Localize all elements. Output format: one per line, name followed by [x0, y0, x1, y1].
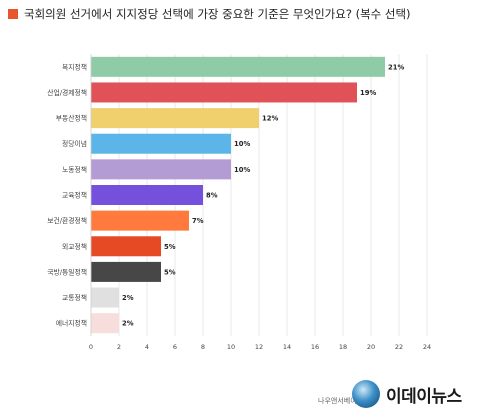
category-label: 노동정책 — [62, 165, 87, 174]
value-label: 2% — [122, 294, 134, 302]
brand-logo-text: 이데이뉴스 — [386, 387, 462, 407]
x-tick-label: 16 — [311, 343, 319, 351]
globe-logo-icon — [352, 380, 380, 408]
category-label: 외교정책 — [62, 242, 87, 251]
category-label: 보건/환경정책 — [47, 216, 87, 225]
value-label: 7% — [192, 217, 204, 225]
category-label: 에너지정책 — [56, 319, 87, 328]
bar — [91, 108, 259, 129]
category-label: 교통정책 — [62, 293, 87, 302]
x-tick-label: 4 — [145, 343, 149, 351]
category-label: 부동산정책 — [56, 114, 87, 123]
x-tick-label: 2 — [117, 343, 121, 351]
category-label: 산업/경제정책 — [47, 88, 87, 97]
bar — [91, 261, 161, 282]
value-label: 5% — [164, 243, 176, 251]
value-label: 19% — [360, 89, 376, 97]
bar — [91, 185, 203, 205]
value-label: 5% — [164, 268, 176, 276]
value-label: 12% — [262, 115, 278, 123]
category-label: 교육정책 — [62, 191, 87, 200]
bar — [91, 56, 385, 77]
chart-title-row: 국회의원 선거에서 지지정당 선택에 가장 중요한 기준은 무엇인가요? (복수… — [8, 6, 476, 22]
value-label: 10% — [234, 166, 250, 174]
bar — [91, 287, 119, 308]
bar — [91, 159, 231, 180]
value-label: 2% — [122, 320, 134, 328]
chart-title: 국회의원 선거에서 지지정당 선택에 가장 중요한 기준은 무엇인가요? (복수… — [24, 7, 411, 21]
x-tick-label: 18 — [339, 343, 347, 351]
bar — [91, 82, 357, 103]
value-label: 21% — [388, 63, 404, 71]
x-tick-label: 0 — [89, 343, 93, 351]
bar — [91, 236, 161, 257]
value-label: 8% — [206, 192, 218, 200]
x-tick-label: 20 — [367, 343, 375, 351]
title-marker-square — [8, 9, 18, 19]
value-label: 10% — [234, 140, 250, 148]
source-text: 나우앤서베이 — [318, 397, 357, 405]
x-tick-label: 12 — [255, 343, 263, 351]
category-label: 정당이념 — [62, 139, 87, 148]
x-tick-label: 22 — [395, 343, 403, 351]
x-tick-label: 24 — [423, 343, 431, 351]
bar — [91, 210, 189, 231]
x-tick-label: 14 — [283, 343, 291, 351]
x-tick-label: 8 — [201, 343, 205, 351]
category-label: 복지정책 — [62, 62, 87, 71]
x-tick-label: 6 — [173, 343, 177, 351]
bar — [91, 313, 119, 334]
bar — [91, 133, 231, 154]
x-tick-label: 10 — [227, 343, 235, 351]
category-label: 국방/통일정책 — [47, 267, 87, 276]
